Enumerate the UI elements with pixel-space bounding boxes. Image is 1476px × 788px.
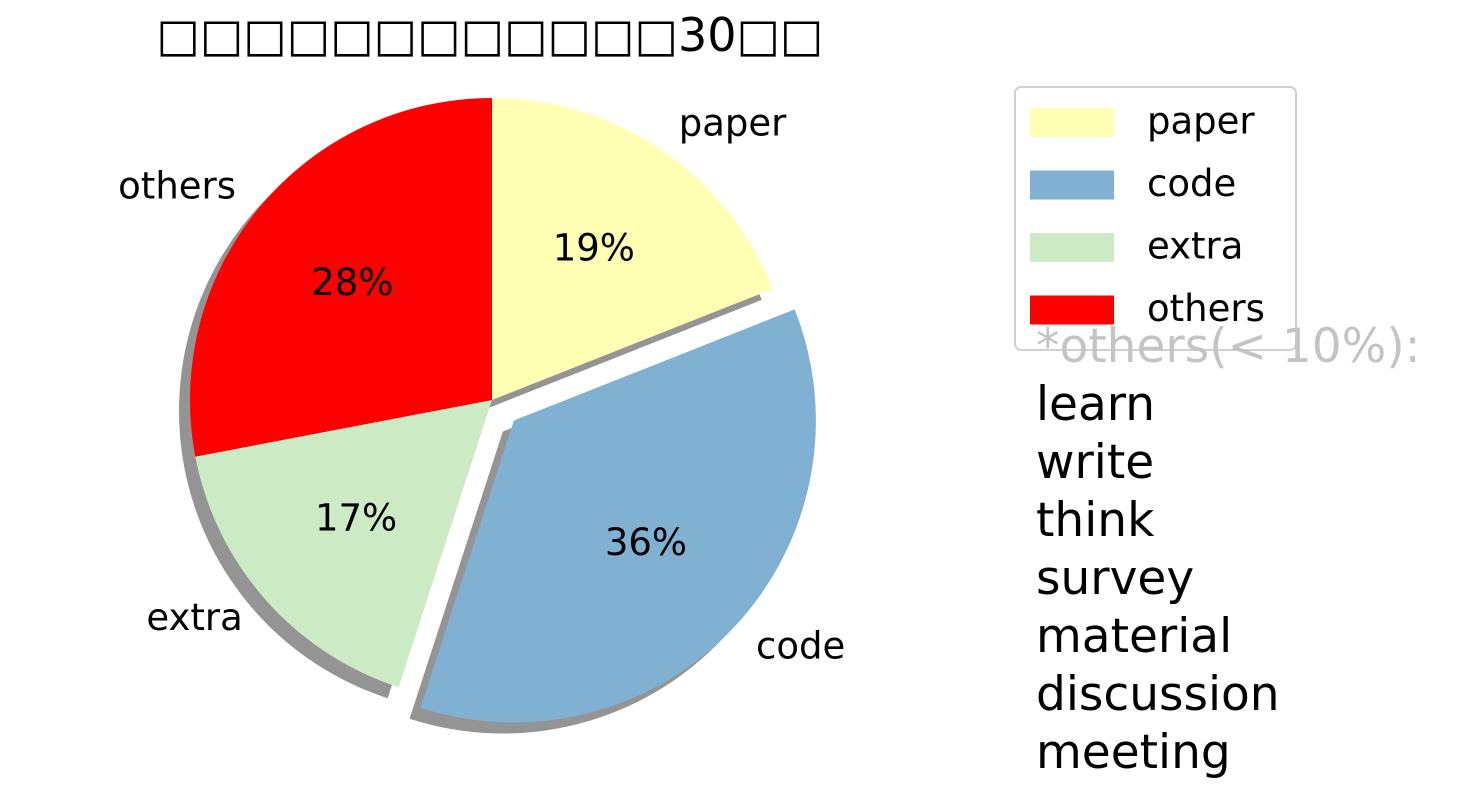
slice-label-others: others	[118, 165, 236, 208]
others-note-item: think	[1036, 493, 1155, 548]
chart-title: □□□□□□□□□□□□30□□	[156, 8, 824, 62]
slice-extra	[195, 400, 492, 688]
legend-label-extra: extra	[1147, 225, 1243, 268]
slice-percent-code: 36%	[605, 521, 687, 564]
others-note-heading: *others(< 10%):	[1036, 319, 1421, 374]
slice-percent-extra: 17%	[315, 496, 397, 539]
legend-label-paper: paper	[1147, 100, 1255, 143]
legend-frame	[1014, 86, 1297, 351]
others-note-item: discussion	[1036, 667, 1280, 722]
others-note-item: survey	[1036, 551, 1195, 606]
legend-swatch-extra	[1030, 233, 1114, 262]
slice-others	[189, 98, 492, 457]
pie-labels: paper 19% code 36% extra 17% others 28%	[118, 102, 845, 668]
slice-label-paper: paper	[679, 102, 787, 145]
others-note-item: write	[1036, 435, 1155, 490]
legend-swatch-others	[1030, 295, 1114, 325]
slice-percent-others: 28%	[311, 261, 393, 304]
slice-label-extra: extra	[146, 596, 242, 639]
legend-label-code: code	[1147, 162, 1236, 205]
slice-label-code: code	[756, 624, 845, 667]
others-note-item: meeting	[1036, 725, 1231, 780]
others-note-item: material	[1036, 609, 1233, 664]
slice-percent-paper: 19%	[553, 227, 635, 270]
legend-label-others: others	[1147, 287, 1265, 330]
others-note: *others(< 10%): learn write think survey…	[1036, 318, 1421, 782]
slice-code	[420, 309, 816, 723]
legend-swatch-paper	[1030, 108, 1114, 137]
slice-paper	[492, 98, 773, 400]
legend: paper code extra others	[1014, 86, 1297, 351]
legend-swatch-code	[1030, 170, 1114, 200]
others-note-item: learn	[1036, 377, 1156, 432]
pie-slices	[189, 98, 816, 723]
